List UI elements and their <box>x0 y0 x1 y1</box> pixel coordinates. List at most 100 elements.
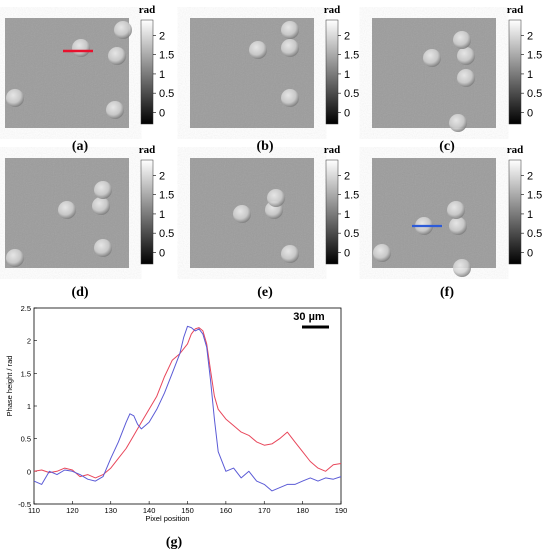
colorbar-tick-label: 1 <box>527 69 533 81</box>
cell-feature <box>267 189 285 207</box>
y-tick-label: 1 <box>27 402 31 411</box>
scale-bar-label: 30 µm <box>293 311 325 323</box>
image-panel: (c) rad 2 1.5 1 0.5 0 <box>372 4 542 154</box>
phase-image-texture <box>372 158 496 268</box>
colorbar-unit: rad <box>507 144 524 156</box>
colorbar-tick-label: 1.5 <box>159 190 174 202</box>
colorbar-unit: rad <box>139 4 156 16</box>
colorbar-tick-label: 0 <box>527 247 533 259</box>
colorbar <box>508 159 522 265</box>
x-tick-label: 140 <box>143 506 156 515</box>
cell-feature <box>453 259 471 277</box>
colorbar-tick-label: 1.5 <box>527 50 542 62</box>
panel-label: (f) <box>440 285 454 300</box>
cell-feature <box>281 89 299 107</box>
cell-feature <box>94 181 112 199</box>
colorbar-tick-label: 0.5 <box>159 88 174 100</box>
colorbar-tick-label: 1.5 <box>159 50 174 62</box>
x-tick-label: 110 <box>28 506 40 515</box>
cell-feature <box>106 101 124 119</box>
panel-label: (e) <box>257 285 273 300</box>
y-tick-label: 0.5 <box>21 435 31 444</box>
image-panel: (d) rad 2 1.5 1 0.5 0 <box>5 144 174 300</box>
colorbar-unit: rad <box>324 144 341 156</box>
x-axis-label: Pixel position <box>145 514 189 523</box>
colorbar-tick-label: 1 <box>159 69 165 81</box>
cell-feature <box>72 39 90 57</box>
plot-area <box>33 307 342 505</box>
colorbar-tick-label: 1.5 <box>344 50 359 62</box>
y-tick-label: 2 <box>27 337 31 346</box>
y-tick-label: 1.5 <box>21 369 31 378</box>
cell-feature <box>108 47 126 65</box>
colorbar-tick-label: 0.5 <box>527 88 542 100</box>
image-panel: (e) rad 2 1.5 1 0.5 0 <box>190 144 359 300</box>
colorbar-tick-label: 1 <box>527 209 533 221</box>
colorbar-tick-label: 0 <box>159 247 165 259</box>
colorbar-tick-label: 1 <box>159 209 165 221</box>
colorbar <box>140 159 154 265</box>
cell-feature <box>449 114 467 132</box>
panel-label: (a) <box>72 139 89 154</box>
colorbar-tick-label: 1 <box>344 69 350 81</box>
colorbar-tick-label: 0.5 <box>344 88 359 100</box>
chart-panel-label: (g) <box>166 535 183 550</box>
colorbar-tick-label: 0.5 <box>527 228 542 240</box>
cell-feature <box>114 21 132 39</box>
x-tick-label: 130 <box>104 506 117 515</box>
cell-feature <box>6 89 24 107</box>
colorbar <box>325 19 339 125</box>
series-line-0 <box>33 327 342 479</box>
colorbar <box>140 19 154 125</box>
cell-feature <box>249 41 267 59</box>
cell-feature <box>453 31 471 49</box>
image-panel: (b) rad 2 1.5 1 0.5 0 <box>190 4 359 154</box>
x-tick-label: 190 <box>335 506 348 515</box>
colorbar <box>325 159 339 265</box>
y-tick-label: 0 <box>27 467 31 476</box>
colorbar-tick-label: 1.5 <box>527 190 542 202</box>
colorbar-tick-label: 1.5 <box>344 190 359 202</box>
colorbar-tick-label: 0.5 <box>159 228 174 240</box>
colorbar-tick-label: 2 <box>344 30 350 42</box>
colorbar-tick-label: 0 <box>159 107 165 119</box>
colorbar-tick-label: 2 <box>159 170 165 182</box>
image-panel: (a) rad 2 1.5 1 0.5 0 <box>5 4 174 154</box>
colorbar-tick-label: 0 <box>527 107 533 119</box>
phase-image-texture <box>372 18 496 128</box>
colorbar-tick-label: 2 <box>344 170 350 182</box>
x-tick-label: 150 <box>181 506 194 515</box>
x-tick-label: 180 <box>296 506 309 515</box>
panel-label: (d) <box>71 285 88 300</box>
colorbar-tick-label: 2 <box>527 170 533 182</box>
cell-feature <box>457 47 475 65</box>
colorbar-tick-label: 2 <box>527 30 533 42</box>
cell-feature <box>94 239 112 257</box>
colorbar <box>508 19 522 125</box>
cell-feature <box>449 217 467 235</box>
cell-feature <box>373 244 391 262</box>
colorbar-unit: rad <box>139 144 156 156</box>
x-tick-label: 160 <box>220 506 233 515</box>
series-line-1 <box>33 325 342 492</box>
panel-label: (b) <box>256 139 273 154</box>
colorbar-tick-label: 0 <box>344 107 350 119</box>
cell-feature <box>233 205 251 223</box>
y-tick-label: -0.5 <box>18 500 31 509</box>
colorbar-tick-label: 1 <box>344 209 350 221</box>
cell-feature <box>92 197 110 215</box>
colorbar-tick-label: 2 <box>159 30 165 42</box>
cell-feature <box>457 69 475 87</box>
y-axis-label: Phase height / rad <box>5 356 14 417</box>
colorbar-unit: rad <box>324 4 341 16</box>
cell-feature <box>447 201 465 219</box>
colorbar-unit: rad <box>507 4 524 16</box>
colorbar-tick-label: 0 <box>344 247 350 259</box>
x-tick-label: 170 <box>258 506 271 515</box>
image-panel: (f) rad 2 1.5 1 0.5 0 <box>372 144 542 300</box>
cell-feature <box>281 21 299 39</box>
cell-feature <box>423 49 441 67</box>
cell-feature <box>6 249 24 267</box>
cell-feature <box>281 39 299 57</box>
cell-feature <box>58 201 76 219</box>
